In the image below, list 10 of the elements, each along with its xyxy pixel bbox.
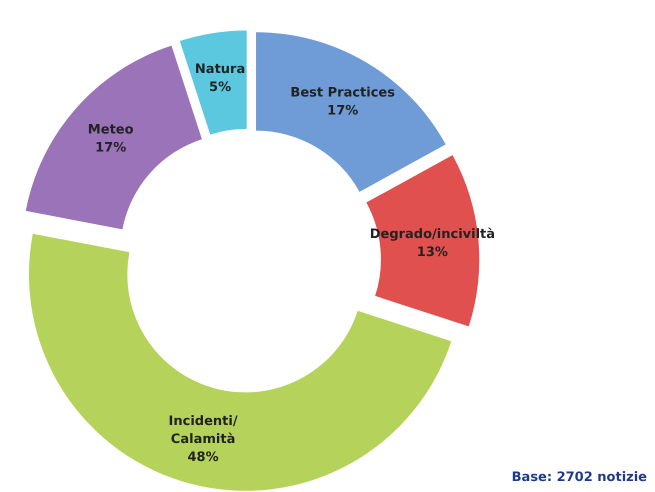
data-label: 48% <box>188 450 219 465</box>
slice-label: Meteo <box>88 122 134 138</box>
data-label: 13% <box>416 244 448 260</box>
text: Base: 2702 notizie <box>512 470 648 485</box>
data-label: 17% <box>95 140 126 156</box>
slice-label: Incidenti/ Calamità <box>168 414 238 447</box>
slice-label: Natura <box>194 62 246 78</box>
slice-label: Best Practices <box>290 86 396 101</box>
data-label: 17% <box>327 104 358 119</box>
data-label: 5% <box>209 80 232 96</box>
